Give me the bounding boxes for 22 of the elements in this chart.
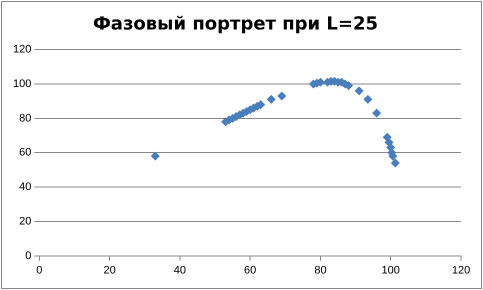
chart-title: Фазовый портрет при L=25 xyxy=(92,13,378,34)
point xyxy=(266,94,276,104)
x-tick-label: 80 xyxy=(314,264,327,276)
y-tick-label: 20 xyxy=(19,215,32,228)
x-tick-label: 0 xyxy=(36,264,42,276)
x-tick-label: 60 xyxy=(244,264,256,276)
y-tick-label: 120 xyxy=(12,44,32,56)
x-tick-label: 40 xyxy=(174,264,186,276)
y-tick-label: 0 xyxy=(25,250,32,262)
point xyxy=(390,158,400,168)
y-tick-label: 100 xyxy=(12,78,32,90)
point xyxy=(363,94,372,104)
y-tick-label: 40 xyxy=(19,181,32,194)
point xyxy=(354,86,364,96)
x-tick-label: 100 xyxy=(382,264,400,276)
point xyxy=(277,91,286,100)
point xyxy=(150,152,160,161)
y-tick-label: 80 xyxy=(19,112,32,124)
point xyxy=(372,108,382,118)
x-tick-label: 120 xyxy=(452,264,470,276)
x-tick-label: 20 xyxy=(104,264,116,276)
y-tick-label: 60 xyxy=(19,146,32,159)
